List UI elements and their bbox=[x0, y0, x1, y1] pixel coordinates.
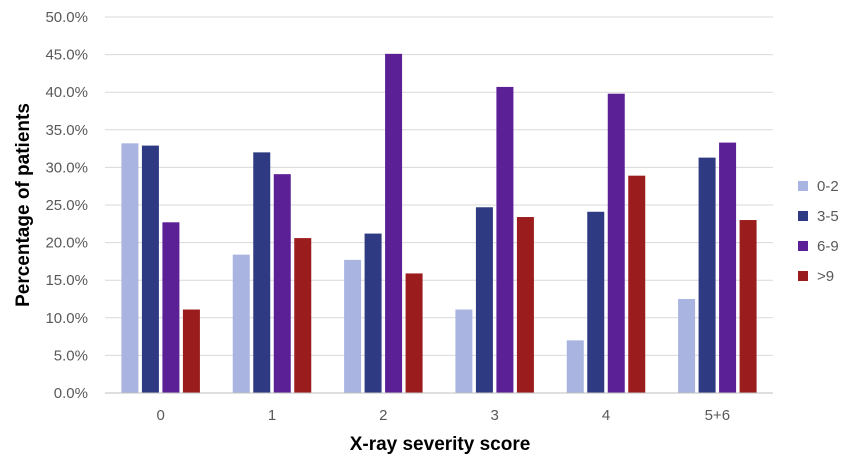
bar-0-2-1 bbox=[232, 254, 250, 393]
y-tick-label: 40.0% bbox=[45, 84, 88, 101]
x-tick-label: 2 bbox=[379, 407, 387, 424]
y-tick-label: 45.0% bbox=[45, 47, 88, 64]
y-tick-label: 20.0% bbox=[45, 235, 88, 252]
x-tick-label: 3 bbox=[490, 407, 498, 424]
bar->9-5+6 bbox=[739, 220, 757, 393]
legend-label: 0-2 bbox=[817, 178, 839, 195]
bar-3-5-3 bbox=[475, 207, 493, 393]
legend-swatch bbox=[798, 211, 808, 221]
bar->9-4 bbox=[628, 175, 646, 393]
legend-label: 6-9 bbox=[817, 238, 839, 255]
bar->9-1 bbox=[294, 238, 312, 393]
y-tick-label: 30.0% bbox=[45, 159, 88, 176]
bar-6-9-5+6 bbox=[719, 142, 737, 393]
legend-swatch bbox=[798, 181, 808, 191]
legend-swatch bbox=[798, 241, 808, 251]
bars bbox=[121, 53, 757, 394]
bar-0-2-0 bbox=[121, 143, 139, 393]
bar-0-2-5+6 bbox=[678, 299, 696, 393]
bar-3-5-0 bbox=[141, 145, 159, 393]
bar-3-5-4 bbox=[587, 211, 605, 393]
y-axis-title: Percentage of patients bbox=[13, 103, 34, 307]
legend: 0-2 3-5 6-9 >9 bbox=[798, 178, 839, 285]
y-axis-tick-labels: 0.0% 5.0% 10.0% 15.0% 20.0% 25.0% 30.0% 35.0% 40… bbox=[45, 9, 88, 402]
legend-swatch bbox=[798, 271, 808, 281]
bar->9-3 bbox=[516, 217, 534, 393]
x-axis-title: X-ray severity score bbox=[350, 434, 531, 455]
bar-0-2-2 bbox=[344, 259, 362, 393]
y-tick-label: 50.0% bbox=[45, 9, 88, 26]
y-tick-label: 15.0% bbox=[45, 272, 88, 289]
bar-6-9-3 bbox=[496, 86, 514, 393]
bar-0-2-3 bbox=[455, 309, 473, 393]
bar-6-9-1 bbox=[273, 174, 291, 393]
y-tick-label: 10.0% bbox=[45, 310, 88, 327]
y-tick-label: 5.0% bbox=[54, 347, 88, 364]
y-tick-label: 35.0% bbox=[45, 122, 88, 139]
bar-3-5-5+6 bbox=[698, 157, 716, 393]
bar-6-9-2 bbox=[385, 53, 403, 394]
bar-6-9-4 bbox=[607, 93, 625, 393]
x-axis-tick-labels: 0 1 2 3 4 5+6 bbox=[156, 407, 730, 424]
legend-label: 3-5 bbox=[817, 208, 839, 225]
x-tick-label: 1 bbox=[268, 407, 276, 424]
bar->9-0 bbox=[182, 309, 200, 393]
x-tick-label: 4 bbox=[602, 407, 610, 424]
bar-6-9-0 bbox=[162, 222, 180, 393]
x-tick-label: 0 bbox=[156, 407, 164, 424]
bar-3-5-2 bbox=[364, 233, 382, 393]
y-tick-label: 25.0% bbox=[45, 197, 88, 214]
x-tick-label: 5+6 bbox=[705, 407, 730, 424]
gridlines bbox=[105, 16, 773, 356]
legend-label: >9 bbox=[817, 268, 834, 285]
bar->9-2 bbox=[405, 273, 423, 393]
y-tick-label: 0.0% bbox=[54, 385, 88, 402]
bar-3-5-1 bbox=[253, 152, 271, 393]
bar-0-2-4 bbox=[566, 340, 584, 393]
